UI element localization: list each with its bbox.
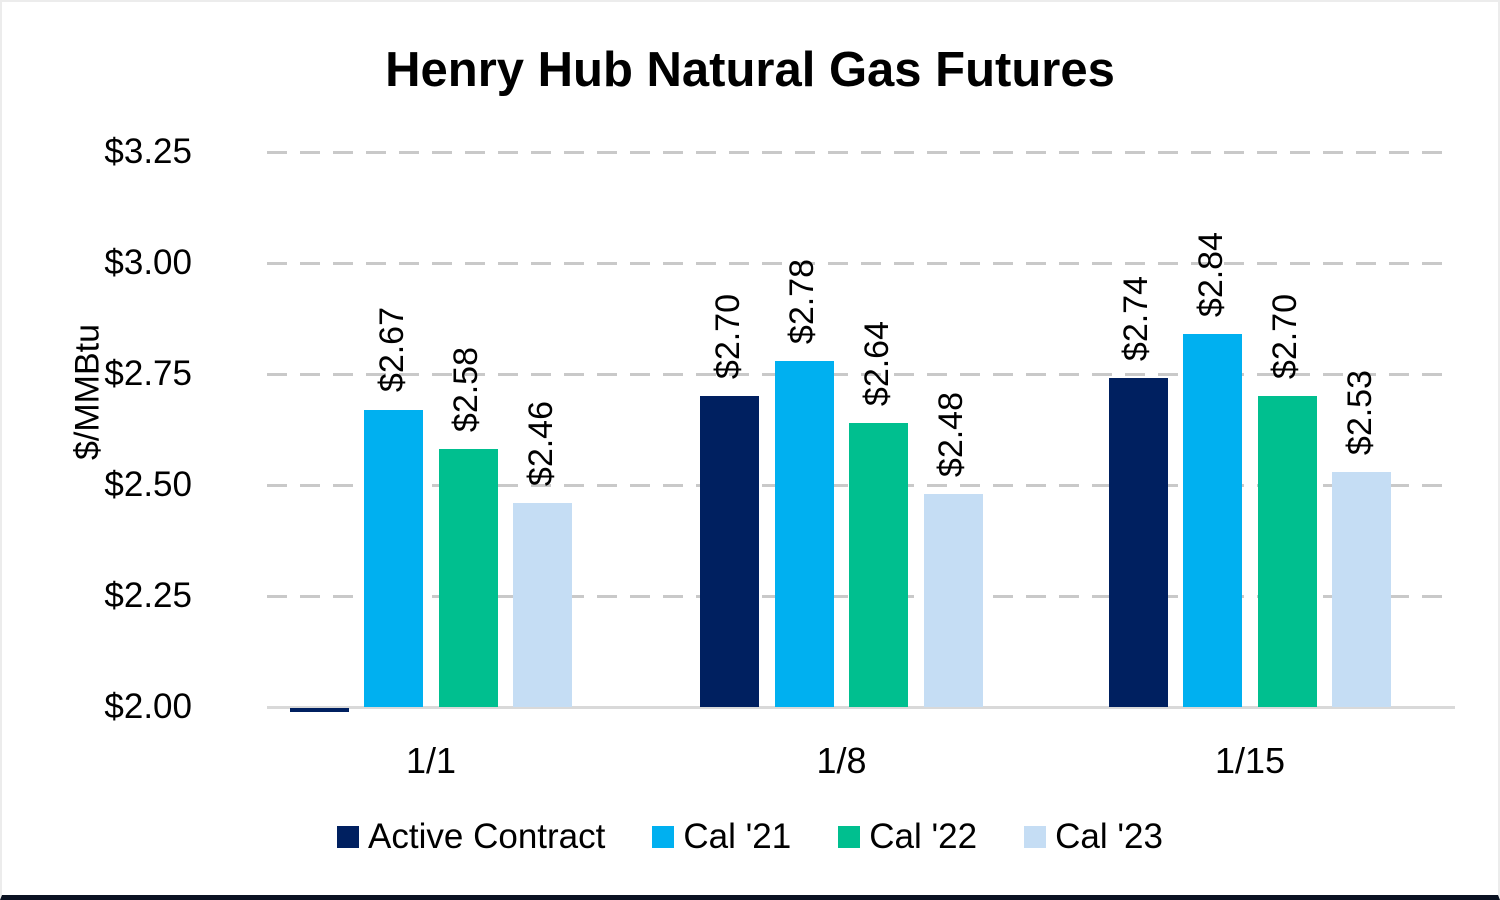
bar-value-label: $2.53 bbox=[1340, 369, 1379, 455]
legend-swatch-cal-23-icon bbox=[1024, 826, 1047, 848]
bar-cal-21-1-1 bbox=[364, 409, 424, 707]
bar-cal-21-1-15 bbox=[1183, 334, 1243, 707]
gridline bbox=[267, 151, 1455, 154]
bar-value-label: $2.70 bbox=[708, 294, 747, 380]
legend-swatch-active-contract-icon bbox=[337, 826, 360, 848]
legend-label: Active Contract bbox=[368, 817, 606, 856]
legend-item-cal-23: Cal '23 bbox=[1024, 817, 1163, 857]
x-category-label: 1/15 bbox=[1214, 740, 1286, 781]
bar-value-label: $2.74 bbox=[1117, 276, 1156, 362]
legend-swatch-cal-21-icon bbox=[652, 826, 675, 848]
legend-swatch-cal-22-icon bbox=[838, 826, 861, 848]
bar-active-contract-1-15 bbox=[1108, 378, 1168, 707]
bar-value-label: $2.48 bbox=[932, 391, 971, 477]
bar-value-label: $2.84 bbox=[1191, 231, 1230, 318]
bar-cal-22-1-8 bbox=[849, 422, 909, 707]
bar-cal-23-1-15 bbox=[1332, 471, 1392, 707]
bar-value-label: $2.67 bbox=[372, 307, 411, 393]
gridline bbox=[267, 262, 1455, 265]
bar-value-label: $2.46 bbox=[521, 400, 560, 486]
legend-label: Cal '21 bbox=[683, 817, 792, 856]
x-category-label: 1/8 bbox=[816, 740, 867, 781]
y-tick-label: $2.00 bbox=[104, 687, 192, 726]
legend-item-cal-22: Cal '22 bbox=[838, 817, 977, 857]
bar-active-contract-1-8 bbox=[700, 396, 760, 707]
y-tick-label: $2.75 bbox=[104, 354, 192, 393]
legend-label: Cal '22 bbox=[869, 817, 978, 856]
x-axis-line bbox=[267, 706, 1455, 709]
y-tick-label: $2.25 bbox=[104, 576, 192, 615]
legend: Active Contract Cal '21 Cal '22 Cal '23 bbox=[2, 817, 1498, 857]
bar-value-label: $2.58 bbox=[447, 347, 486, 433]
gridline bbox=[267, 373, 1455, 376]
bar-value-label: $2.64 bbox=[857, 320, 896, 406]
bar-cal-23-1-1 bbox=[513, 502, 573, 707]
bar-cal-23-1-8 bbox=[923, 493, 983, 707]
bar-cal-22-1-1 bbox=[438, 449, 498, 707]
y-tick-label: $2.50 bbox=[104, 465, 192, 504]
bar-cal-22-1-15 bbox=[1257, 396, 1317, 707]
chart-title: Henry Hub Natural Gas Futures bbox=[385, 43, 1115, 97]
legend-item-active-contract: Active Contract bbox=[337, 817, 605, 857]
legend-item-cal-21: Cal '21 bbox=[652, 817, 791, 857]
bar-active-contract-1-1 bbox=[289, 708, 349, 712]
bar-value-label: $2.70 bbox=[1266, 294, 1305, 380]
bar-value-label: $2.78 bbox=[783, 258, 822, 344]
x-category-label: 1/1 bbox=[405, 740, 457, 781]
y-tick-label: $3.00 bbox=[104, 243, 192, 282]
legend-label: Cal '23 bbox=[1055, 817, 1163, 856]
bar-cal-21-1-8 bbox=[774, 360, 834, 707]
y-tick-label: $3.25 bbox=[104, 132, 192, 171]
